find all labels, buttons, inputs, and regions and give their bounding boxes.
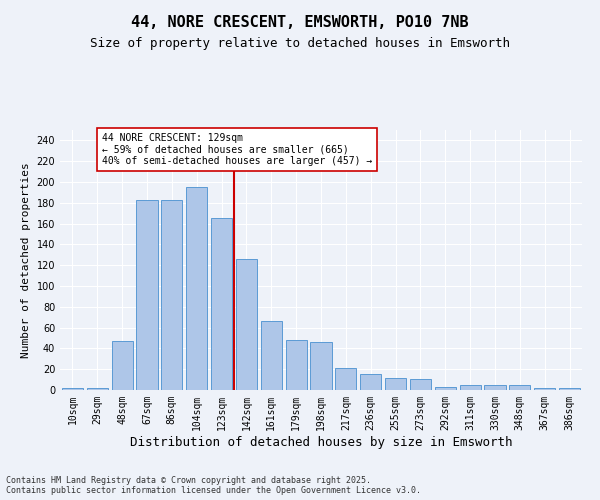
X-axis label: Distribution of detached houses by size in Emsworth: Distribution of detached houses by size …	[130, 436, 512, 448]
Bar	[87, 388, 108, 390]
Y-axis label: Number of detached properties: Number of detached properties	[21, 162, 31, 358]
Bar	[534, 388, 555, 390]
Text: 44 NORE CRESCENT: 129sqm
← 59% of detached houses are smaller (665)
40% of semi-: 44 NORE CRESCENT: 129sqm ← 59% of detach…	[102, 132, 372, 166]
Bar	[335, 368, 356, 390]
Bar	[410, 378, 431, 390]
Bar	[211, 218, 232, 390]
Bar	[236, 259, 257, 390]
Bar	[559, 388, 580, 390]
Text: Size of property relative to detached houses in Emsworth: Size of property relative to detached ho…	[90, 38, 510, 51]
Text: 44, NORE CRESCENT, EMSWORTH, PO10 7NB: 44, NORE CRESCENT, EMSWORTH, PO10 7NB	[131, 15, 469, 30]
Bar	[161, 200, 182, 390]
Bar	[360, 374, 381, 390]
Bar	[460, 385, 481, 390]
Bar	[509, 385, 530, 390]
Bar	[186, 187, 207, 390]
Bar	[385, 378, 406, 390]
Bar	[310, 342, 332, 390]
Bar	[62, 388, 83, 390]
Bar	[286, 340, 307, 390]
Bar	[435, 387, 456, 390]
Bar	[112, 341, 133, 390]
Bar	[261, 322, 282, 390]
Bar	[136, 200, 158, 390]
Bar	[484, 385, 506, 390]
Text: Contains HM Land Registry data © Crown copyright and database right 2025.
Contai: Contains HM Land Registry data © Crown c…	[6, 476, 421, 495]
